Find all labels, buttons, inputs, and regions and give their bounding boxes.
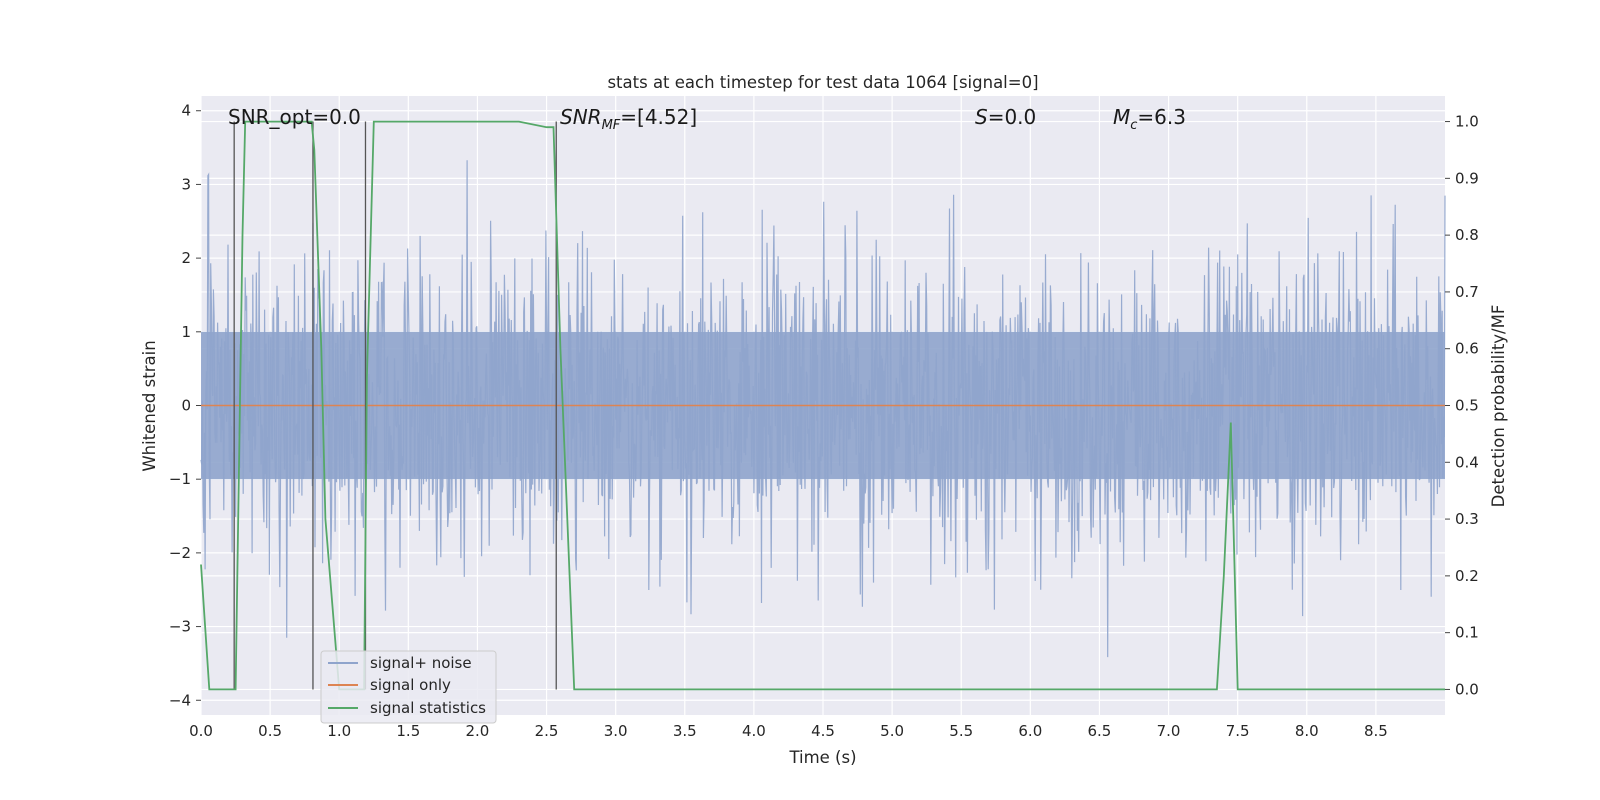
y-tick-label: 2 [181,249,191,267]
legend-label-signal-noise: signal+ noise [370,654,472,672]
annotations: SNR_opt=0.0 SNRMF=[4.52] S=0.0 Mc=6.3 [228,105,1186,133]
x-tick-label: 0.0 [189,722,213,740]
y-axis-ticks: 4 3 2 1 0 −1 −2 −3 −4 [169,102,201,709]
y-tick-label: 4 [181,102,191,120]
statistics-line [200,120,1445,691]
y2-tick-label: 0.7 [1455,283,1479,301]
annotation-mc: Mc=6.3 [1113,105,1186,133]
y-tick-label: 0 [181,397,191,415]
chart-title: stats at each timestep for test data 106… [607,73,1038,92]
x-tick-label: 3.0 [604,722,628,740]
x-axis-label: Time (s) [788,748,856,767]
x-tick-label: 1.5 [396,722,420,740]
annotation-s: S=0.0 [975,105,1036,129]
x-tick-label: 4.0 [742,722,766,740]
y-tick-label: −3 [169,618,191,636]
y-axis-label: Whitened strain [140,340,159,471]
y2-axis-label: Detection probability/MF [1489,305,1508,508]
annotation-snr-mf: SNRMF=[4.52] [560,105,697,133]
y2-tick-label: 0.0 [1455,680,1479,698]
x-tick-label: 5.0 [880,722,904,740]
y2-tick-label: 0.5 [1455,397,1479,415]
x-tick-label: 2.5 [535,722,559,740]
x-tick-label: 8.5 [1364,722,1388,740]
y2-tick-label: 0.3 [1455,510,1479,528]
x-tick-label: 4.5 [811,722,835,740]
x-tick-label: 5.5 [949,722,973,740]
annotation-snr-opt: SNR_opt=0.0 [228,105,361,129]
legend: signal+ noise signal only signal statist… [320,650,497,724]
y-tick-label: 3 [181,175,191,193]
legend-box [320,650,497,724]
x-tick-label: 0.5 [258,722,282,740]
x-tick-label: 1.0 [327,722,351,740]
y2-tick-label: 0.1 [1455,624,1479,642]
y2-tick-label: 0.4 [1455,453,1479,471]
y-tick-label: −2 [169,544,191,562]
y-tick-label: 1 [181,323,191,341]
x-axis-ticks: 0.0 0.5 1.0 1.5 2.0 2.5 3.0 3.5 4.0 4.5 5.0 5.5 6.0 6… [189,722,1388,740]
y2-tick-label: 0.2 [1455,567,1479,585]
y2-tick-label: 0.6 [1455,340,1479,358]
y2-tick-label: 1.0 [1455,113,1479,131]
series-signal-statistics [200,120,1445,691]
y-tick-label: −1 [169,470,191,488]
y2-tick-label: 0.8 [1455,226,1479,244]
legend-label-signal-only: signal only [370,676,451,694]
noise-line [200,160,1446,658]
x-tick-label: 7.0 [1157,722,1181,740]
x-tick-label: 6.5 [1088,722,1112,740]
y2-axis-ticks: 1.0 0.9 0.8 0.7 0.6 0.5 0.4 0.3 0.2 0.1 0.0 [1445,113,1479,698]
y2-tick-label: 0.9 [1455,169,1479,187]
x-tick-label: 7.5 [1226,722,1250,740]
x-tick-label: 3.5 [673,722,697,740]
y-tick-label: −4 [169,691,191,709]
legend-label-signal-statistics: signal statistics [370,699,486,717]
x-tick-label: 6.0 [1018,722,1042,740]
x-tick-label: 2.0 [466,722,490,740]
x-tick-label: 8.0 [1295,722,1319,740]
